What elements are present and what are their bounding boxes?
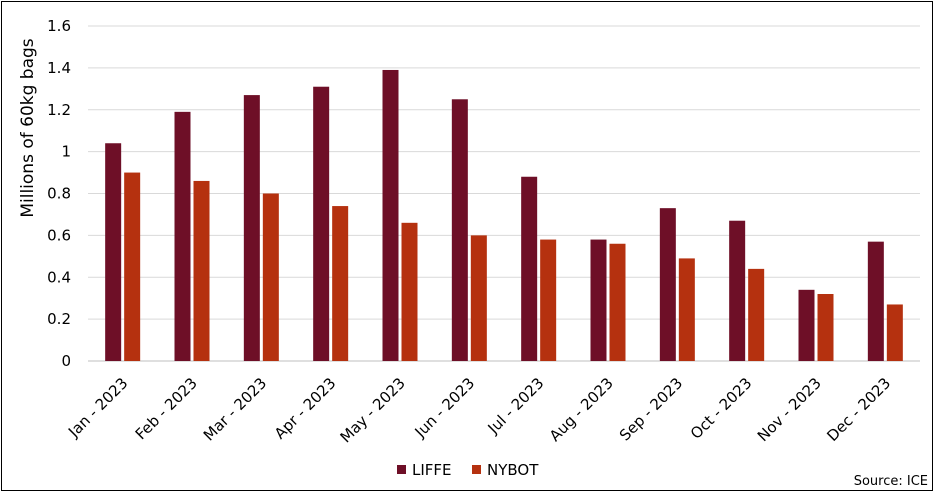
bar-nybot [609, 243, 626, 361]
x-tick-label: Jul - 2023 [484, 374, 548, 438]
y-tick-label: 0 [61, 352, 71, 370]
bar-nybot [193, 180, 210, 361]
bar-nybot [540, 239, 557, 361]
bar-nybot [401, 222, 418, 361]
bar-liffe [105, 143, 122, 361]
bar-liffe [590, 239, 607, 361]
source-note: Source: ICE [854, 474, 928, 489]
bar-liffe [313, 86, 330, 361]
bar-nybot [262, 193, 279, 361]
bar-liffe [867, 241, 884, 361]
y-tick-label: 0.2 [47, 310, 71, 328]
bar-liffe [243, 95, 260, 361]
y-axis-ticks: 0 0.2 0.4 0.6 0.8 1 1.2 1.4 1.6 [47, 17, 71, 370]
legend-swatch-nybot [472, 465, 481, 474]
y-tick-label: 1 [61, 143, 71, 161]
bar-liffe [659, 208, 676, 361]
x-tick-label: Sep - 2023 [616, 374, 686, 444]
x-tick-label: Jun - 2023 [411, 374, 479, 442]
legend-label-liffe: LIFFE [412, 461, 452, 479]
legend: LIFFE NYBOT [397, 461, 539, 479]
x-tick-label: Dec - 2023 [823, 374, 894, 445]
bar-liffe [521, 176, 538, 361]
y-tick-label: 0.6 [47, 226, 71, 244]
bar-liffe [451, 99, 468, 361]
y-tick-label: 1.4 [47, 59, 71, 77]
bar-nybot [124, 172, 141, 361]
legend-label-nybot: NYBOT [487, 461, 539, 479]
bar-liffe [382, 69, 399, 361]
y-tick-label: 0.8 [47, 185, 71, 203]
bar-nybot [332, 206, 349, 361]
x-tick-label: Nov - 2023 [754, 374, 825, 445]
bar-nybot [678, 258, 695, 361]
y-tick-label: 0.4 [47, 268, 71, 286]
bar-liffe [729, 220, 746, 361]
x-tick-label: Mar - 2023 [200, 374, 270, 444]
bar-nybot [886, 304, 903, 361]
y-tick-label: 1.6 [47, 17, 71, 35]
y-axis-label: Millions of 60kg bags [18, 38, 38, 217]
bar-nybot [470, 235, 487, 361]
y-tick-label: 1.2 [47, 101, 71, 119]
gridlines [88, 25, 920, 320]
bar-nybot [748, 268, 765, 361]
x-tick-label: Oct - 2023 [687, 374, 756, 443]
legend-swatch-liffe [397, 465, 406, 474]
x-axis-ticks: Jan - 2023 Feb - 2023 Mar - 2023 Apr - 2023… [64, 374, 894, 446]
x-tick-label: Jan - 2023 [64, 374, 131, 441]
x-tick-label: Feb - 2023 [132, 374, 201, 443]
x-tick-label: Apr - 2023 [271, 374, 340, 443]
bar-nybot [817, 294, 834, 361]
x-tick-label: May - 2023 [337, 374, 409, 446]
bars [105, 69, 903, 361]
bar-liffe [798, 289, 815, 361]
bar-liffe [174, 111, 191, 361]
x-tick-label: Aug - 2023 [546, 374, 617, 445]
